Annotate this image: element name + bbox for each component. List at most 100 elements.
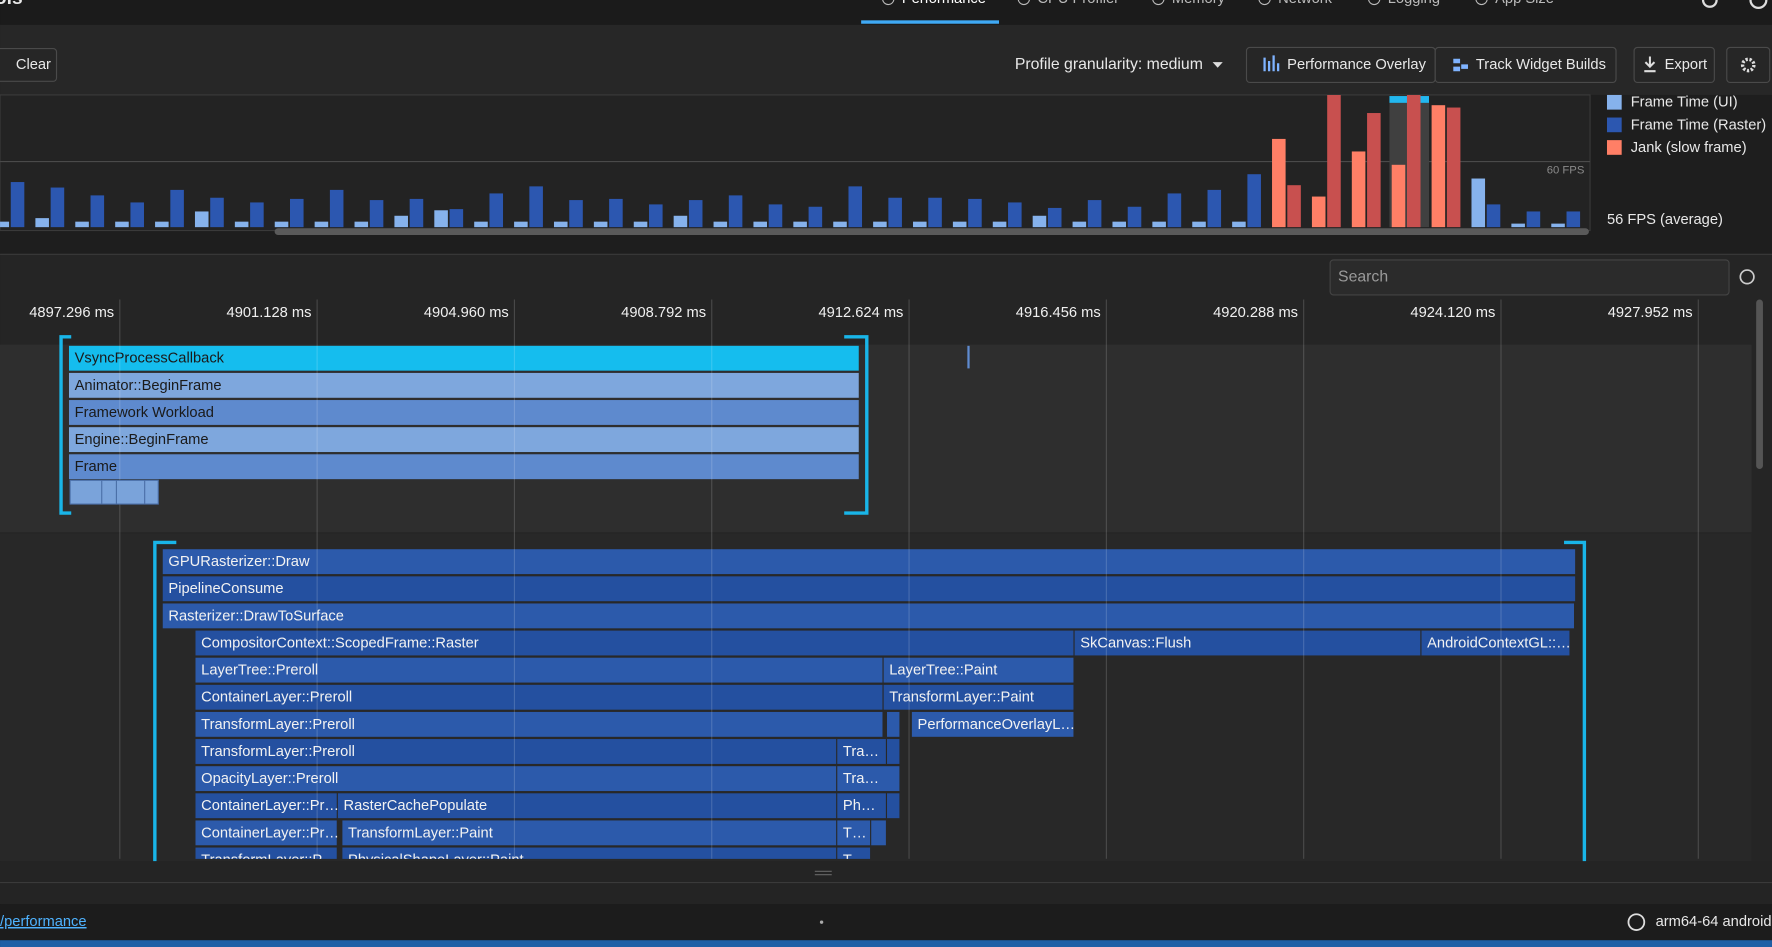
frame-bar[interactable] [514,221,528,228]
frame-bar[interactable] [1327,94,1341,228]
flame-event[interactable] [162,549,1576,575]
frame-bar[interactable] [529,186,543,228]
frame-bar[interactable] [434,210,448,228]
frame-bar[interactable] [728,195,743,228]
granularity-dropdown[interactable]: Profile granularity: medium [1015,56,1203,73]
flame-event[interactable] [871,820,886,846]
drag-handle[interactable] [814,870,832,876]
flame-event[interactable] [195,711,883,737]
frame-bar[interactable] [1008,202,1022,228]
flame-event[interactable] [337,793,837,819]
frame-bar[interactable] [1232,221,1246,228]
flame-event[interactable] [195,793,337,819]
flame-event[interactable] [837,766,900,792]
frame-bar[interactable] [489,193,504,228]
page-link[interactable]: /performance [0,914,87,930]
frame-bar[interactable] [449,209,464,228]
frame-bar[interactable] [274,221,289,228]
frame-bar[interactable] [354,221,369,228]
frame-bar[interactable] [1471,178,1486,228]
frame-bar[interactable] [314,221,329,228]
frame-bar[interactable] [688,200,703,228]
frame-bar[interactable] [409,198,424,228]
flame-event[interactable] [342,820,837,846]
flame-event[interactable] [68,427,859,453]
settings-icon[interactable] [1701,0,1718,8]
frame-bar[interactable] [649,204,663,228]
frame-bar[interactable] [1406,94,1421,228]
timeline-scrollbar[interactable] [1756,299,1763,469]
frame-bar[interactable] [1287,185,1301,228]
frame-bar[interactable] [1072,221,1087,228]
flame-event[interactable] [162,576,1576,602]
flame-event[interactable] [887,739,900,764]
flame-event[interactable] [195,657,883,683]
track-builds-button[interactable] [1434,46,1617,84]
frame-bar[interactable] [1486,204,1501,228]
frame-bar[interactable] [968,198,982,228]
frame-bar[interactable] [1526,211,1541,228]
flame-event[interactable] [195,739,837,764]
frame-bar[interactable] [1247,174,1261,228]
frame-bar[interactable] [75,221,89,228]
frame-bar[interactable] [50,187,65,228]
frame-bar[interactable] [1207,189,1222,228]
frame-bar[interactable] [250,202,264,228]
frame-bar[interactable] [768,204,783,228]
frame-bar[interactable] [1272,138,1286,228]
frame-bar[interactable] [155,221,169,228]
frame-bar[interactable] [90,195,105,228]
search-help[interactable] [1739,269,1755,285]
frame-bar[interactable] [673,215,688,228]
flame-event[interactable] [195,630,1074,656]
frame-bar[interactable] [888,197,902,228]
flame-event[interactable] [195,684,883,710]
frame-bar[interactable] [115,221,129,228]
help-icon[interactable] [1749,0,1768,10]
tab[interactable]: Logging [1388,0,1440,7]
export-button[interactable] [1633,46,1715,84]
flame-event[interactable] [68,454,859,480]
frame-bar[interactable] [633,221,648,228]
frame-bar[interactable] [593,221,608,228]
flame-event[interactable] [887,793,900,819]
frame-bar[interactable] [808,206,823,228]
flame-event[interactable] [1074,630,1421,656]
tab[interactable]: CPU Profiler [1037,0,1119,7]
flame-event[interactable] [68,372,859,398]
frame-bar[interactable] [369,200,384,228]
frame-bar[interactable] [569,200,583,228]
flame-event[interactable] [837,847,871,873]
frame-bar[interactable] [130,202,144,228]
flame-event[interactable] [837,820,871,846]
frame-bar[interactable] [1112,221,1127,228]
frame-bar[interactable] [394,215,408,228]
frame-bar[interactable] [1351,151,1366,228]
frame-bar[interactable] [1087,200,1102,228]
frame-bar[interactable] [992,221,1007,228]
tab[interactable]: Performance [902,0,986,7]
tab[interactable]: Memory [1172,0,1226,7]
frame-bar[interactable] [329,189,344,228]
frame-bar[interactable] [0,221,10,228]
tab[interactable]: App Size [1495,0,1554,7]
frame-bar[interactable] [609,198,623,228]
settings-button[interactable] [1726,46,1771,84]
frame-bar[interactable] [474,221,488,228]
frame-bar[interactable] [793,221,807,228]
flame-event[interactable] [911,711,1074,737]
flame-event[interactable] [68,400,859,425]
frame-bar[interactable] [848,186,863,228]
frame-bar[interactable] [1551,223,1565,228]
frame-bar[interactable] [234,221,249,228]
frame-bar[interactable] [1311,196,1326,228]
frame-bar[interactable] [210,197,224,228]
flame-event[interactable] [887,711,900,737]
frame-bar[interactable] [1032,215,1047,228]
flame-event[interactable] [68,345,859,371]
frame-bar[interactable] [1391,164,1406,228]
tab[interactable]: Network [1278,0,1333,7]
frame-bar[interactable] [170,189,184,228]
flame-event[interactable] [883,684,1074,710]
frame-bar[interactable] [290,198,304,228]
